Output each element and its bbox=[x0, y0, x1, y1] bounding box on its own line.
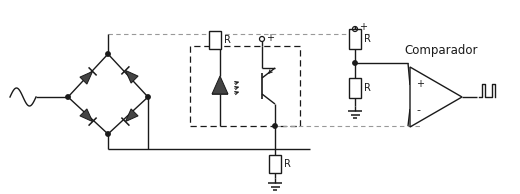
Bar bbox=[190, 46, 300, 126]
Polygon shape bbox=[212, 76, 228, 94]
Text: +: + bbox=[266, 33, 274, 43]
Polygon shape bbox=[80, 109, 93, 122]
Circle shape bbox=[273, 124, 277, 128]
Bar bbox=[209, 31, 221, 49]
Text: +: + bbox=[416, 79, 424, 89]
Bar bbox=[269, 155, 281, 173]
Circle shape bbox=[66, 95, 70, 99]
Circle shape bbox=[106, 52, 110, 56]
Circle shape bbox=[353, 61, 357, 65]
Bar bbox=[349, 78, 361, 98]
Polygon shape bbox=[80, 71, 93, 84]
Text: R: R bbox=[284, 159, 291, 169]
Text: R: R bbox=[364, 34, 371, 44]
Circle shape bbox=[146, 95, 150, 99]
Text: R: R bbox=[364, 83, 371, 93]
Bar bbox=[349, 29, 361, 49]
Polygon shape bbox=[410, 67, 462, 127]
Circle shape bbox=[106, 132, 110, 136]
Polygon shape bbox=[125, 109, 138, 122]
Text: -: - bbox=[416, 105, 420, 115]
Text: Comparador: Comparador bbox=[404, 44, 478, 57]
Polygon shape bbox=[125, 70, 138, 83]
Text: +: + bbox=[359, 22, 367, 32]
Text: R: R bbox=[224, 35, 231, 45]
